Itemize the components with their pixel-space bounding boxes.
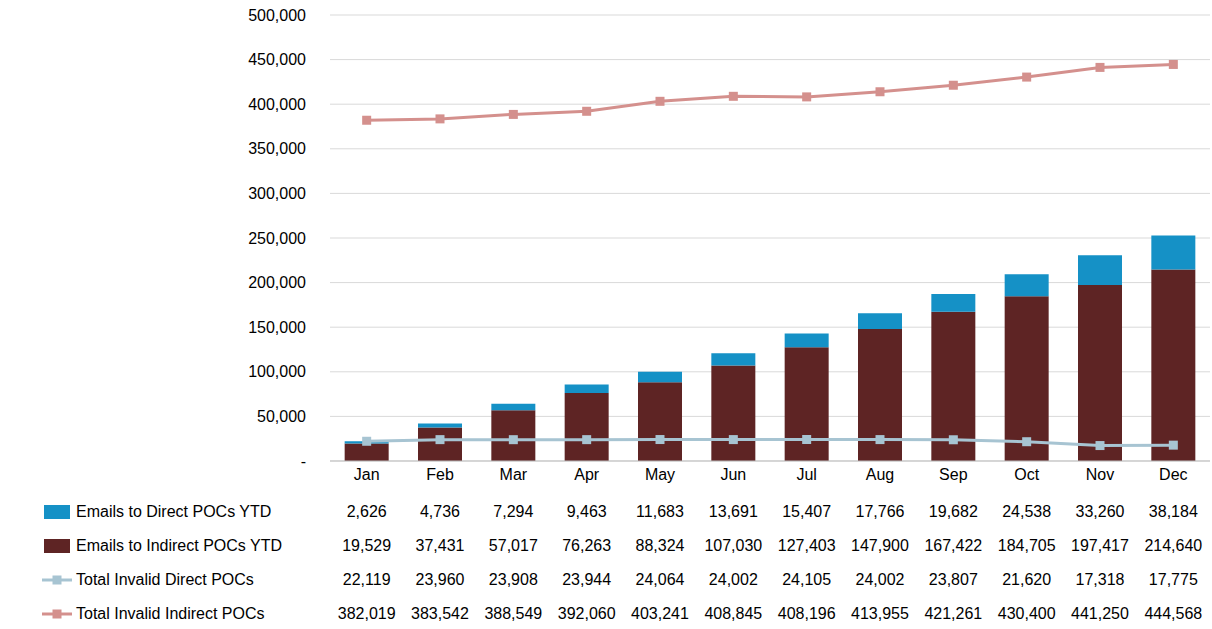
html-text:441,250: 441,250 xyxy=(1071,605,1129,622)
html-text:444,568: 444,568 xyxy=(1144,605,1203,622)
html-text:19,529: 19,529 xyxy=(342,537,392,554)
html-text:214,640: 214,640 xyxy=(1144,537,1203,554)
html-text:38,184: 38,184 xyxy=(1148,503,1198,520)
html-text:19,682: 19,682 xyxy=(928,503,978,520)
html-text:167,422: 167,422 xyxy=(924,537,983,554)
svg-text:100,000: 100,000 xyxy=(248,363,306,380)
html-text:413,955: 413,955 xyxy=(851,605,909,622)
html-text:37,431: 37,431 xyxy=(415,537,465,554)
html-text:17,318: 17,318 xyxy=(1075,571,1125,588)
html-text:13,691: 13,691 xyxy=(708,503,758,520)
html-text:33,260: 33,260 xyxy=(1075,503,1125,520)
html-text:24,002: 24,002 xyxy=(855,571,905,588)
html-text:107,030: 107,030 xyxy=(704,537,763,554)
html-text:Emails to Indirect POCs YTD: Emails to Indirect POCs YTD xyxy=(76,537,282,554)
html-text:22,119: 22,119 xyxy=(342,571,391,588)
html-text:Total Invalid Indirect POCs: Total Invalid Indirect POCs xyxy=(76,605,265,622)
html-text:197,417: 197,417 xyxy=(1071,537,1129,554)
html-text:24,538: 24,538 xyxy=(1002,503,1052,520)
svg-text:Jul: Jul xyxy=(796,466,816,483)
html-text:24,002: 24,002 xyxy=(708,571,758,588)
html-text:15,407: 15,407 xyxy=(782,503,832,520)
svg-text:May: May xyxy=(645,466,675,483)
html-text:4,736: 4,736 xyxy=(420,503,460,520)
html-text:383,542: 383,542 xyxy=(411,605,469,622)
html-text:408,845: 408,845 xyxy=(704,605,763,622)
html-text:24,064: 24,064 xyxy=(635,571,685,588)
svg-text:300,000: 300,000 xyxy=(248,185,306,202)
html-text:23,944: 23,944 xyxy=(562,571,612,588)
svg-text:Jan: Jan xyxy=(354,466,380,483)
html-text:388,549: 388,549 xyxy=(484,605,543,622)
svg-text:Oct: Oct xyxy=(1014,466,1039,483)
html-text:Emails to Direct POCs YTD: Emails to Direct POCs YTD xyxy=(76,503,272,520)
html-text:11,683: 11,683 xyxy=(636,503,684,520)
html-text:7,294: 7,294 xyxy=(493,503,534,520)
html-text:184,705: 184,705 xyxy=(997,537,1056,554)
svg-text:200,000: 200,000 xyxy=(248,274,306,291)
html-text:23,960: 23,960 xyxy=(415,571,465,588)
svg-text:500,000: 500,000 xyxy=(248,7,306,24)
html-text:21,620: 21,620 xyxy=(1002,571,1052,588)
html-text:24,105: 24,105 xyxy=(782,571,832,588)
svg-text:50,000: 50,000 xyxy=(257,408,306,425)
html-text:57,017: 57,017 xyxy=(488,537,538,554)
html-text:147,900: 147,900 xyxy=(851,537,909,554)
html-text:127,403: 127,403 xyxy=(777,537,836,554)
svg-text:250,000: 250,000 xyxy=(248,230,306,247)
svg-text:150,000: 150,000 xyxy=(248,319,306,336)
html-text:421,261: 421,261 xyxy=(924,605,983,622)
html-text:17,766: 17,766 xyxy=(855,503,905,520)
svg-text:Dec: Dec xyxy=(1159,466,1187,483)
html-text:403,241: 403,241 xyxy=(631,605,689,622)
html-text:408,196: 408,196 xyxy=(777,605,836,622)
svg-text:Jun: Jun xyxy=(720,466,746,483)
html-text:430,400: 430,400 xyxy=(997,605,1056,622)
html-text:17,775: 17,775 xyxy=(1148,571,1198,588)
html-text:76,263: 76,263 xyxy=(562,537,612,554)
html-text:23,908: 23,908 xyxy=(488,571,538,588)
svg-text:Mar: Mar xyxy=(500,466,528,483)
html-text:88,324: 88,324 xyxy=(635,537,685,554)
html-text:382,019: 382,019 xyxy=(337,605,396,622)
svg-text:-: - xyxy=(301,453,306,470)
svg-text:Sep: Sep xyxy=(939,466,968,483)
svg-text:Nov: Nov xyxy=(1086,466,1114,483)
html-text:2,626: 2,626 xyxy=(346,503,387,520)
html-text:Total Invalid Direct POCs: Total Invalid Direct POCs xyxy=(76,571,254,588)
svg-text:350,000: 350,000 xyxy=(248,140,306,157)
svg-text:Apr: Apr xyxy=(574,466,600,483)
svg-text:450,000: 450,000 xyxy=(248,51,306,68)
svg-text:Feb: Feb xyxy=(426,466,454,483)
html-text:392,060: 392,060 xyxy=(557,605,616,622)
html-text:9,463: 9,463 xyxy=(566,503,607,520)
svg-text:Aug: Aug xyxy=(866,466,894,483)
svg-text:400,000: 400,000 xyxy=(248,96,306,113)
html-text:23,807: 23,807 xyxy=(928,571,978,588)
